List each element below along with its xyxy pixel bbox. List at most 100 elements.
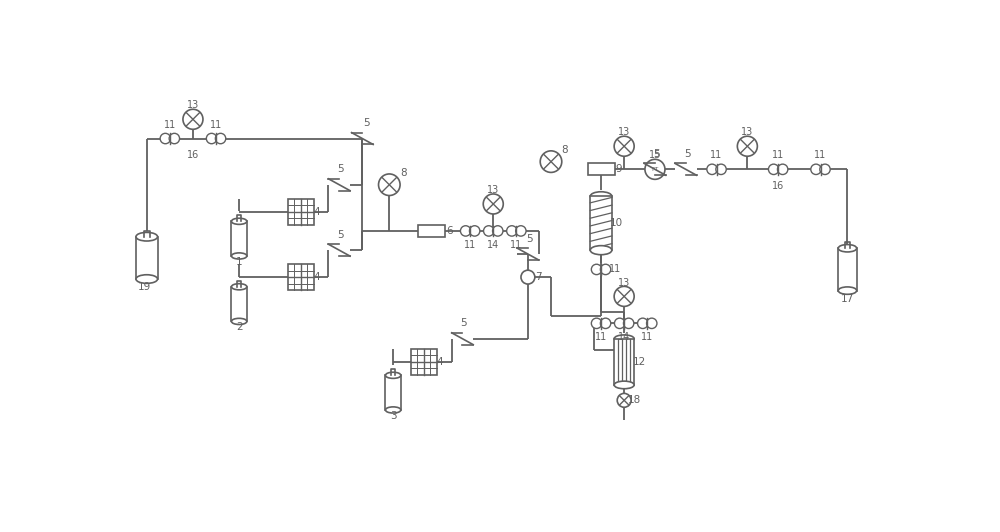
Text: FT: FT (651, 167, 659, 172)
Ellipse shape (136, 232, 158, 241)
Text: 5: 5 (363, 118, 370, 128)
Text: 8: 8 (400, 168, 406, 178)
Text: 11: 11 (464, 240, 476, 250)
Text: 11: 11 (510, 240, 522, 250)
Ellipse shape (590, 246, 612, 255)
Ellipse shape (838, 287, 857, 294)
Text: 4: 4 (314, 272, 320, 282)
Text: 13: 13 (187, 101, 199, 111)
Bar (136, 237, 158, 279)
Circle shape (483, 194, 503, 214)
Text: 11: 11 (164, 120, 176, 130)
Bar (418, 225, 445, 237)
Circle shape (516, 226, 526, 236)
Text: 7: 7 (535, 272, 542, 282)
Text: 16: 16 (772, 181, 784, 192)
Text: 11: 11 (814, 151, 827, 161)
Ellipse shape (231, 318, 247, 325)
Circle shape (507, 226, 517, 236)
Circle shape (623, 318, 634, 329)
Text: 5: 5 (337, 164, 344, 174)
Bar (614, 339, 634, 385)
Text: 1: 1 (236, 257, 242, 267)
Bar (231, 221, 247, 256)
Circle shape (469, 226, 480, 236)
Ellipse shape (838, 245, 857, 252)
Text: 14: 14 (618, 332, 630, 342)
Bar (288, 264, 314, 290)
Bar (288, 198, 314, 225)
Circle shape (206, 134, 217, 144)
Text: 5: 5 (461, 318, 467, 328)
Circle shape (521, 270, 535, 284)
Text: 3: 3 (390, 411, 396, 421)
Text: 11: 11 (641, 332, 653, 342)
Text: 5: 5 (526, 234, 533, 244)
Text: 11: 11 (772, 151, 784, 161)
Circle shape (183, 109, 203, 129)
Text: 6: 6 (446, 226, 453, 236)
Text: 13: 13 (741, 127, 753, 137)
Bar (590, 196, 612, 250)
Text: 14: 14 (487, 240, 499, 250)
Ellipse shape (614, 381, 634, 389)
Text: 9: 9 (615, 164, 622, 174)
Circle shape (215, 134, 226, 144)
Bar (385, 375, 401, 410)
Circle shape (540, 151, 562, 172)
Text: 16: 16 (187, 151, 199, 161)
Circle shape (379, 174, 400, 196)
Bar (231, 287, 247, 321)
Text: 2: 2 (236, 322, 242, 332)
Circle shape (493, 226, 503, 236)
Circle shape (645, 159, 665, 179)
Text: 17: 17 (841, 294, 854, 304)
Text: 11: 11 (210, 120, 222, 130)
Circle shape (614, 136, 634, 156)
Circle shape (617, 393, 631, 408)
Circle shape (820, 164, 830, 174)
Circle shape (600, 318, 611, 329)
Ellipse shape (231, 253, 247, 259)
Text: 11: 11 (710, 151, 723, 161)
Circle shape (777, 164, 788, 174)
Text: 10: 10 (610, 218, 623, 228)
Circle shape (614, 318, 625, 329)
Circle shape (647, 318, 657, 329)
Bar (588, 163, 615, 176)
Text: 4: 4 (314, 206, 320, 217)
Ellipse shape (136, 275, 158, 284)
Circle shape (707, 164, 717, 174)
Circle shape (169, 134, 180, 144)
Circle shape (614, 286, 634, 306)
Text: 13: 13 (618, 127, 630, 137)
Text: 15: 15 (649, 151, 661, 161)
Ellipse shape (590, 192, 612, 201)
Circle shape (160, 134, 171, 144)
Ellipse shape (231, 284, 247, 290)
Circle shape (811, 164, 821, 174)
Circle shape (591, 318, 602, 329)
Ellipse shape (614, 335, 634, 343)
Bar (411, 349, 437, 375)
Circle shape (600, 264, 611, 275)
Ellipse shape (231, 218, 247, 225)
Circle shape (768, 164, 779, 174)
Circle shape (460, 226, 471, 236)
Text: 13: 13 (487, 185, 499, 195)
Text: 18: 18 (628, 395, 642, 405)
Text: 13: 13 (618, 278, 630, 287)
Ellipse shape (385, 407, 401, 413)
Text: 11: 11 (609, 264, 621, 275)
Text: 19: 19 (138, 282, 151, 292)
Circle shape (638, 318, 648, 329)
Text: 5: 5 (337, 230, 344, 240)
Circle shape (484, 226, 494, 236)
Circle shape (737, 136, 757, 156)
Text: 5: 5 (684, 149, 691, 159)
Text: 11: 11 (595, 332, 607, 342)
Circle shape (716, 164, 726, 174)
Text: 12: 12 (633, 357, 646, 367)
Text: 4: 4 (437, 357, 443, 367)
Ellipse shape (385, 372, 401, 378)
